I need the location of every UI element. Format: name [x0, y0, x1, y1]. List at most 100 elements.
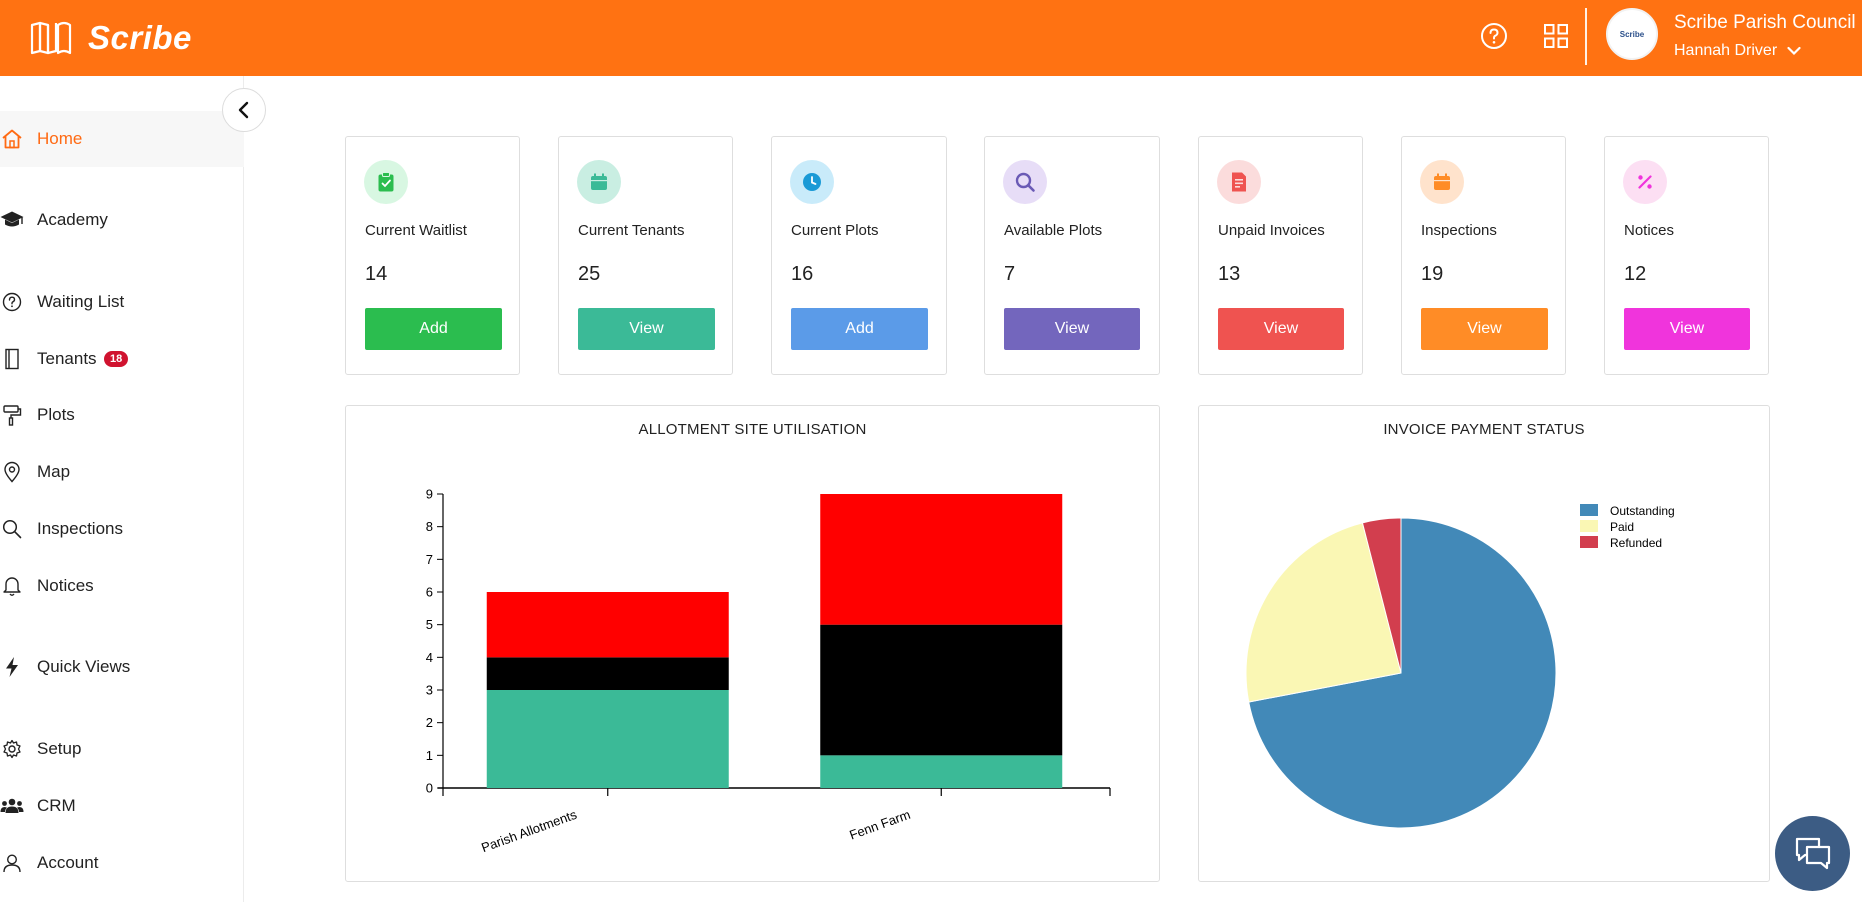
card-icon-bg [790, 160, 834, 204]
question-circle-icon [1481, 23, 1507, 49]
y-tick-label: 6 [426, 585, 433, 600]
card-title: Current Waitlist [365, 222, 467, 239]
card-title: Current Tenants [578, 222, 685, 239]
x-tick-label: Fenn Farm [847, 807, 912, 843]
legend-label: Refunded [1610, 536, 1662, 550]
sidebar-item-label: Map [37, 462, 71, 481]
invoice-icon [1232, 172, 1246, 192]
help-button[interactable] [1477, 19, 1511, 53]
y-tick-label: 7 [426, 552, 433, 567]
sidebar-item-notices[interactable]: Notices [0, 558, 244, 614]
legend-swatch [1580, 536, 1598, 548]
payment-pie-chart: Outstanding Paid Refunded [1245, 504, 1675, 829]
bar-segment [820, 624, 1063, 756]
y-tick-label: 2 [426, 715, 433, 730]
sidebar-item-crm[interactable]: CRM [0, 778, 244, 834]
view-inspections-button[interactable]: View [1421, 308, 1548, 350]
card-value: 14 [365, 263, 388, 285]
legend-swatch [1580, 504, 1598, 516]
stat-card-current-waitlist: Current Waitlist 14 Add [345, 136, 520, 375]
bar-segment [486, 690, 729, 788]
scribe-logo[interactable]: Scribe [30, 16, 192, 60]
top-bar: Scribe Scribe Scribe Parish Council Hann… [0, 0, 1862, 76]
view-unpaid-invoices-button[interactable]: View [1218, 308, 1344, 350]
pie-slice [1361, 517, 1402, 674]
percent-icon [1638, 175, 1652, 189]
sidebar-item-label: Home [37, 129, 83, 148]
calendar-icon [591, 173, 607, 190]
sidebar-item-label: CRM [37, 796, 76, 815]
sidebar-item-tenants[interactable]: Tenants 18 [0, 331, 244, 387]
sidebar-item-label: Notices [37, 576, 94, 595]
utilisation-chart-title: ALLOTMENT SITE UTILISATION [638, 421, 867, 438]
avatar-text: Scribe [1619, 29, 1645, 39]
sidebar-item-plots[interactable]: Plots [0, 387, 244, 443]
view-tenants-button[interactable]: View [578, 308, 715, 350]
sidebar-item-quick-views[interactable]: Quick Views [0, 639, 244, 695]
stat-card-unpaid-invoices: Unpaid Invoices 13 View [1198, 136, 1363, 375]
book-logo-icon [30, 21, 72, 55]
card-value: 7 [1004, 263, 1016, 285]
stat-card-inspections: Inspections 19 View [1401, 136, 1566, 375]
card-value: 12 [1624, 263, 1647, 285]
card-icon-bg [1217, 160, 1261, 204]
header-divider [1585, 8, 1587, 65]
chat-button[interactable] [1775, 816, 1850, 891]
pie-slice [1245, 522, 1402, 703]
sidebar-item-setup[interactable]: Setup [0, 721, 244, 777]
utilisation-bar-chart: 0 1 2 3 4 5 6 7 8 9 Parish Allotments Fenn Farm [426, 487, 1111, 856]
y-tick-label: 0 [426, 781, 433, 796]
sidebar-item-label: Inspections [37, 519, 123, 538]
chevron-left-icon [238, 101, 249, 119]
y-tick-label: 5 [426, 617, 433, 632]
y-tick-label: 9 [426, 487, 433, 502]
sidebar-item-map[interactable]: Map [0, 444, 244, 500]
user-name: Hannah Driver [1674, 42, 1778, 59]
paint-roller-icon [0, 403, 24, 427]
chat-bubbles-icon [1795, 837, 1830, 869]
calendar-icon [1434, 173, 1450, 190]
tenants-count-badge: 18 [104, 351, 129, 367]
user-menu[interactable]: Hannah Driver [1674, 42, 1801, 60]
sidebar-item-waiting-list[interactable]: Waiting List [0, 274, 244, 330]
user-icon [0, 851, 24, 875]
sidebar-item-inspections[interactable]: Inspections [0, 501, 244, 557]
apps-button[interactable] [1539, 19, 1573, 53]
sidebar-item-academy[interactable]: Academy [0, 192, 244, 248]
x-tick-label: Parish Allotments [479, 807, 579, 856]
map-pin-icon [0, 460, 24, 484]
stat-card-available-plots: Available Plots 7 View [984, 136, 1160, 375]
card-value: 19 [1421, 263, 1444, 285]
logo-text: Scribe [88, 19, 192, 56]
council-avatar[interactable]: Scribe [1606, 8, 1658, 60]
bolt-icon [0, 655, 24, 679]
card-title: Inspections [1421, 222, 1497, 239]
graduation-cap-icon [0, 208, 24, 232]
add-waitlist-button[interactable]: Add [365, 308, 502, 350]
stat-card-current-plots: Current Plots 16 Add [771, 136, 947, 375]
sidebar-collapse-button[interactable] [222, 88, 266, 132]
sidebar-item-home[interactable]: Home [0, 111, 244, 167]
sidebar-item-account[interactable]: Account [0, 835, 244, 891]
legend-label: Paid [1610, 520, 1634, 534]
card-title: Current Plots [791, 222, 879, 239]
bar-segment [486, 592, 729, 658]
clock-icon [803, 173, 821, 191]
question-circle-icon [0, 290, 24, 314]
chevron-down-icon [1787, 46, 1801, 56]
grid-icon [1544, 24, 1568, 48]
users-icon [0, 794, 24, 818]
card-value: 16 [791, 263, 814, 285]
view-available-plots-button[interactable]: View [1004, 308, 1140, 350]
bar-segment [820, 494, 1063, 625]
card-value: 25 [578, 263, 601, 285]
card-title: Notices [1624, 222, 1675, 239]
legend-swatch [1580, 520, 1598, 532]
sidebar-item-label: Account [37, 853, 99, 872]
gear-icon [0, 737, 24, 761]
add-plot-button[interactable]: Add [791, 308, 928, 350]
sidebar-item-label: Setup [37, 739, 82, 758]
view-notices-button[interactable]: View [1624, 308, 1750, 350]
bell-icon [0, 574, 24, 598]
y-tick-label: 4 [426, 650, 433, 665]
